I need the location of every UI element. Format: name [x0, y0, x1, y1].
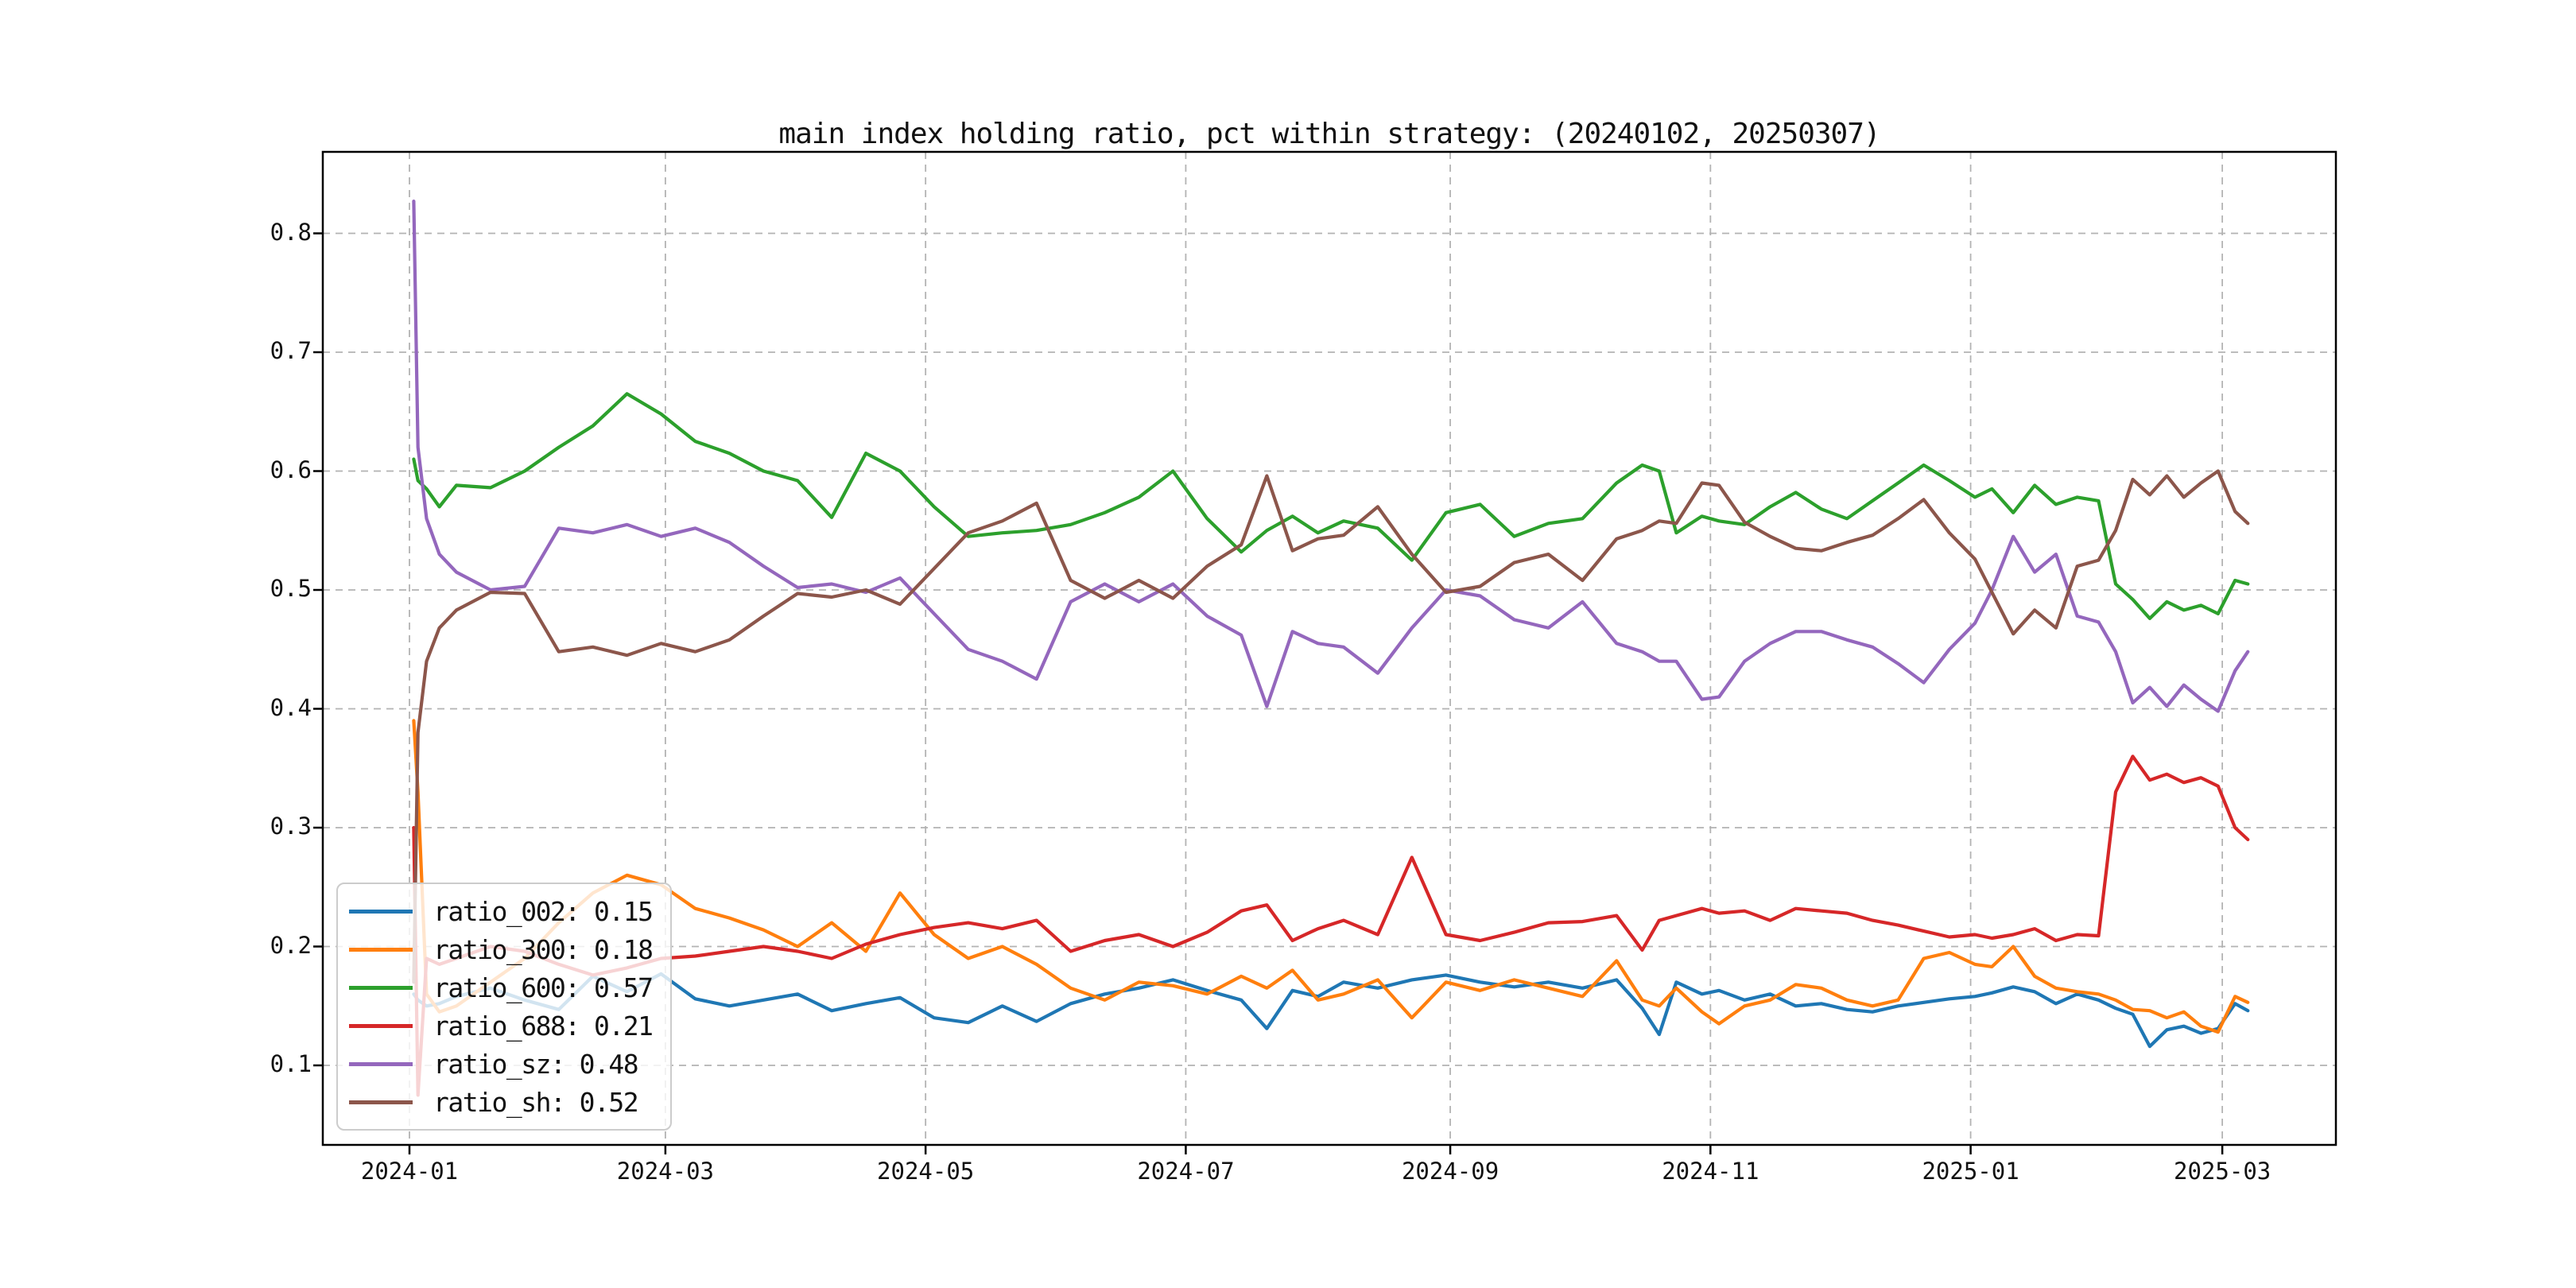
legend-item-ratio_688: ratio_688: 0.21 — [338, 1007, 670, 1044]
y-tick-label: 0.2 — [270, 931, 312, 959]
plot-area-border — [321, 150, 2337, 1146]
y-tick-label: 0.7 — [270, 337, 312, 364]
legend-item-ratio_sz: ratio_sz: 0.48 — [338, 1046, 670, 1082]
y-tick-label: 0.6 — [270, 456, 312, 483]
legend-swatch-ratio_688 — [349, 1023, 413, 1028]
legend-item-ratio_600: ratio_600: 0.57 — [338, 969, 670, 1006]
legend-item-label: ratio_600: 0.57 — [433, 972, 654, 1003]
x-tick-label: 2024-05 — [877, 1158, 975, 1185]
legend-swatch-ratio_sh — [349, 1100, 413, 1104]
y-tick-label: 0.8 — [270, 218, 312, 246]
y-tick-label: 0.1 — [270, 1050, 312, 1077]
legend-swatch-ratio_sz — [349, 1061, 413, 1066]
series-line-ratio_300 — [412, 719, 2250, 1034]
x-tick-label: 2024-03 — [616, 1158, 714, 1185]
legend-item-label: ratio_sz: 0.48 — [433, 1048, 639, 1080]
legend-item-label: ratio_sh: 0.52 — [433, 1086, 639, 1118]
legend: ratio_002: 0.15 ratio_300: 0.18 ratio_600:… — [336, 883, 672, 1131]
series-line-ratio_002 — [412, 972, 2250, 1049]
series-line-ratio_600 — [412, 392, 2250, 621]
series-line-ratio_sz — [412, 200, 2250, 713]
legend-item-ratio_300: ratio_300: 0.18 — [338, 931, 670, 968]
legend-swatch-ratio_300 — [349, 947, 413, 952]
x-tick-label: 2025-01 — [1922, 1158, 2019, 1185]
x-tick-label: 2025-03 — [2174, 1158, 2271, 1185]
y-tick-label: 0.3 — [270, 813, 312, 840]
series-line-ratio_sh — [412, 469, 2250, 984]
x-tick-label: 2024-11 — [1662, 1158, 1759, 1185]
x-tick-label: 2024-07 — [1137, 1158, 1235, 1185]
legend-item-ratio_sh: ratio_sh: 0.52 — [338, 1084, 670, 1120]
x-tick-label: 2024-01 — [360, 1158, 459, 1185]
legend-item-label: ratio_688: 0.21 — [433, 1010, 654, 1042]
legend-item-ratio_002: ratio_002: 0.15 — [338, 893, 670, 929]
series-line-ratio_688 — [412, 755, 2250, 1097]
legend-item-label: ratio_300: 0.18 — [433, 933, 654, 965]
legend-swatch-ratio_600 — [349, 985, 413, 990]
legend-swatch-ratio_002 — [349, 909, 413, 914]
y-tick-label: 0.5 — [270, 575, 312, 602]
y-tick-label: 0.4 — [270, 693, 312, 721]
chart-title: main index holding ratio, pct within str… — [778, 118, 1880, 150]
legend-item-label: ratio_002: 0.15 — [433, 895, 654, 927]
x-tick-label: 2024-09 — [1401, 1158, 1499, 1185]
